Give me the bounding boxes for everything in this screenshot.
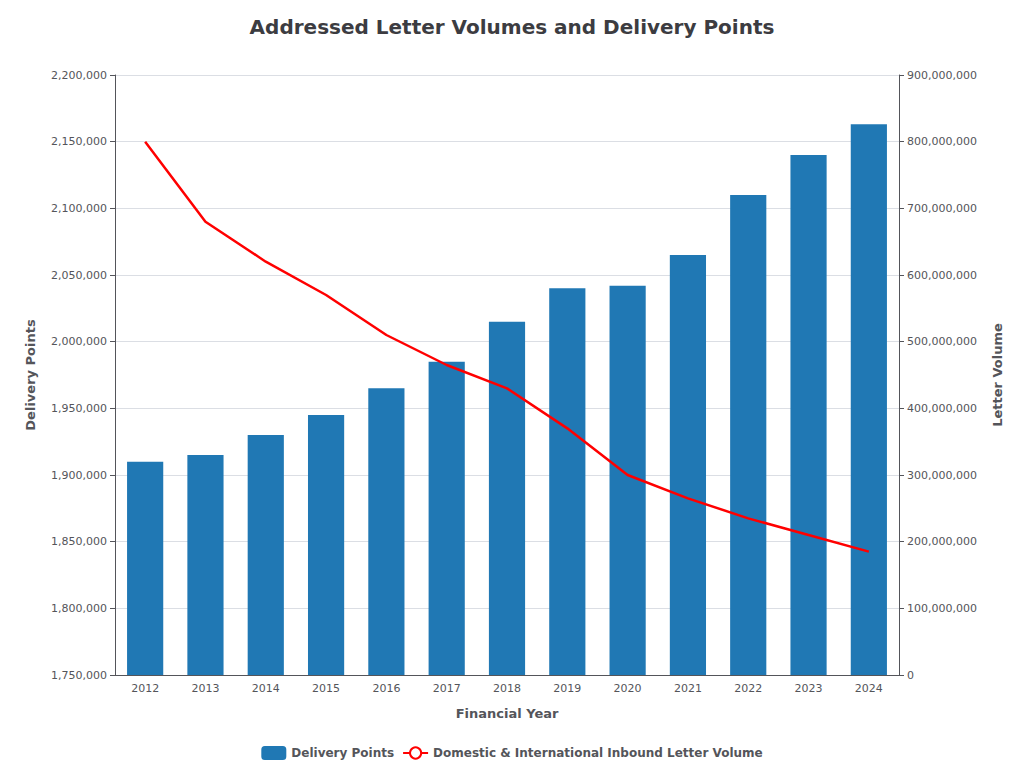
svg-text:800,000,000: 800,000,000 (907, 135, 977, 148)
svg-text:500,000,000: 500,000,000 (907, 335, 977, 348)
svg-text:300,000,000: 300,000,000 (907, 469, 977, 482)
svg-text:700,000,000: 700,000,000 (907, 202, 977, 215)
svg-text:2015: 2015 (312, 682, 340, 695)
svg-text:600,000,000: 600,000,000 (907, 269, 977, 282)
svg-text:1,800,000: 1,800,000 (51, 602, 107, 615)
svg-text:2,000,000: 2,000,000 (51, 335, 107, 348)
svg-text:Financial Year: Financial Year (456, 706, 559, 721)
svg-text:2014: 2014 (252, 682, 280, 695)
svg-text:1,750,000: 1,750,000 (51, 669, 107, 682)
svg-text:200,000,000: 200,000,000 (907, 535, 977, 548)
svg-text:Delivery Points: Delivery Points (291, 746, 394, 760)
svg-text:2012: 2012 (131, 682, 159, 695)
svg-text:2022: 2022 (734, 682, 762, 695)
svg-text:1,850,000: 1,850,000 (51, 535, 107, 548)
svg-text:2020: 2020 (614, 682, 642, 695)
svg-text:1,900,000: 1,900,000 (51, 469, 107, 482)
svg-text:2,050,000: 2,050,000 (51, 269, 107, 282)
svg-text:2023: 2023 (795, 682, 823, 695)
svg-text:0: 0 (907, 669, 914, 682)
svg-text:2018: 2018 (493, 682, 521, 695)
svg-text:Domestic & International Inbou: Domestic & International Inbound Letter … (433, 746, 763, 760)
svg-text:Addressed Letter Volumes and D: Addressed Letter Volumes and Delivery Po… (250, 15, 775, 39)
svg-text:2024: 2024 (855, 682, 883, 695)
svg-text:400,000,000: 400,000,000 (907, 402, 977, 415)
svg-text:2019: 2019 (553, 682, 581, 695)
svg-text:100,000,000: 100,000,000 (907, 602, 977, 615)
svg-text:2,100,000: 2,100,000 (51, 202, 107, 215)
svg-text:2,200,000: 2,200,000 (51, 69, 107, 82)
svg-text:Letter Volume: Letter Volume (990, 323, 1005, 427)
svg-text:2021: 2021 (674, 682, 702, 695)
svg-text:Delivery Points: Delivery Points (23, 319, 38, 431)
svg-text:2016: 2016 (372, 682, 400, 695)
svg-text:2013: 2013 (191, 682, 219, 695)
svg-text:900,000,000: 900,000,000 (907, 69, 977, 82)
svg-text:1,950,000: 1,950,000 (51, 402, 107, 415)
svg-text:2017: 2017 (433, 682, 461, 695)
svg-text:2,150,000: 2,150,000 (51, 135, 107, 148)
